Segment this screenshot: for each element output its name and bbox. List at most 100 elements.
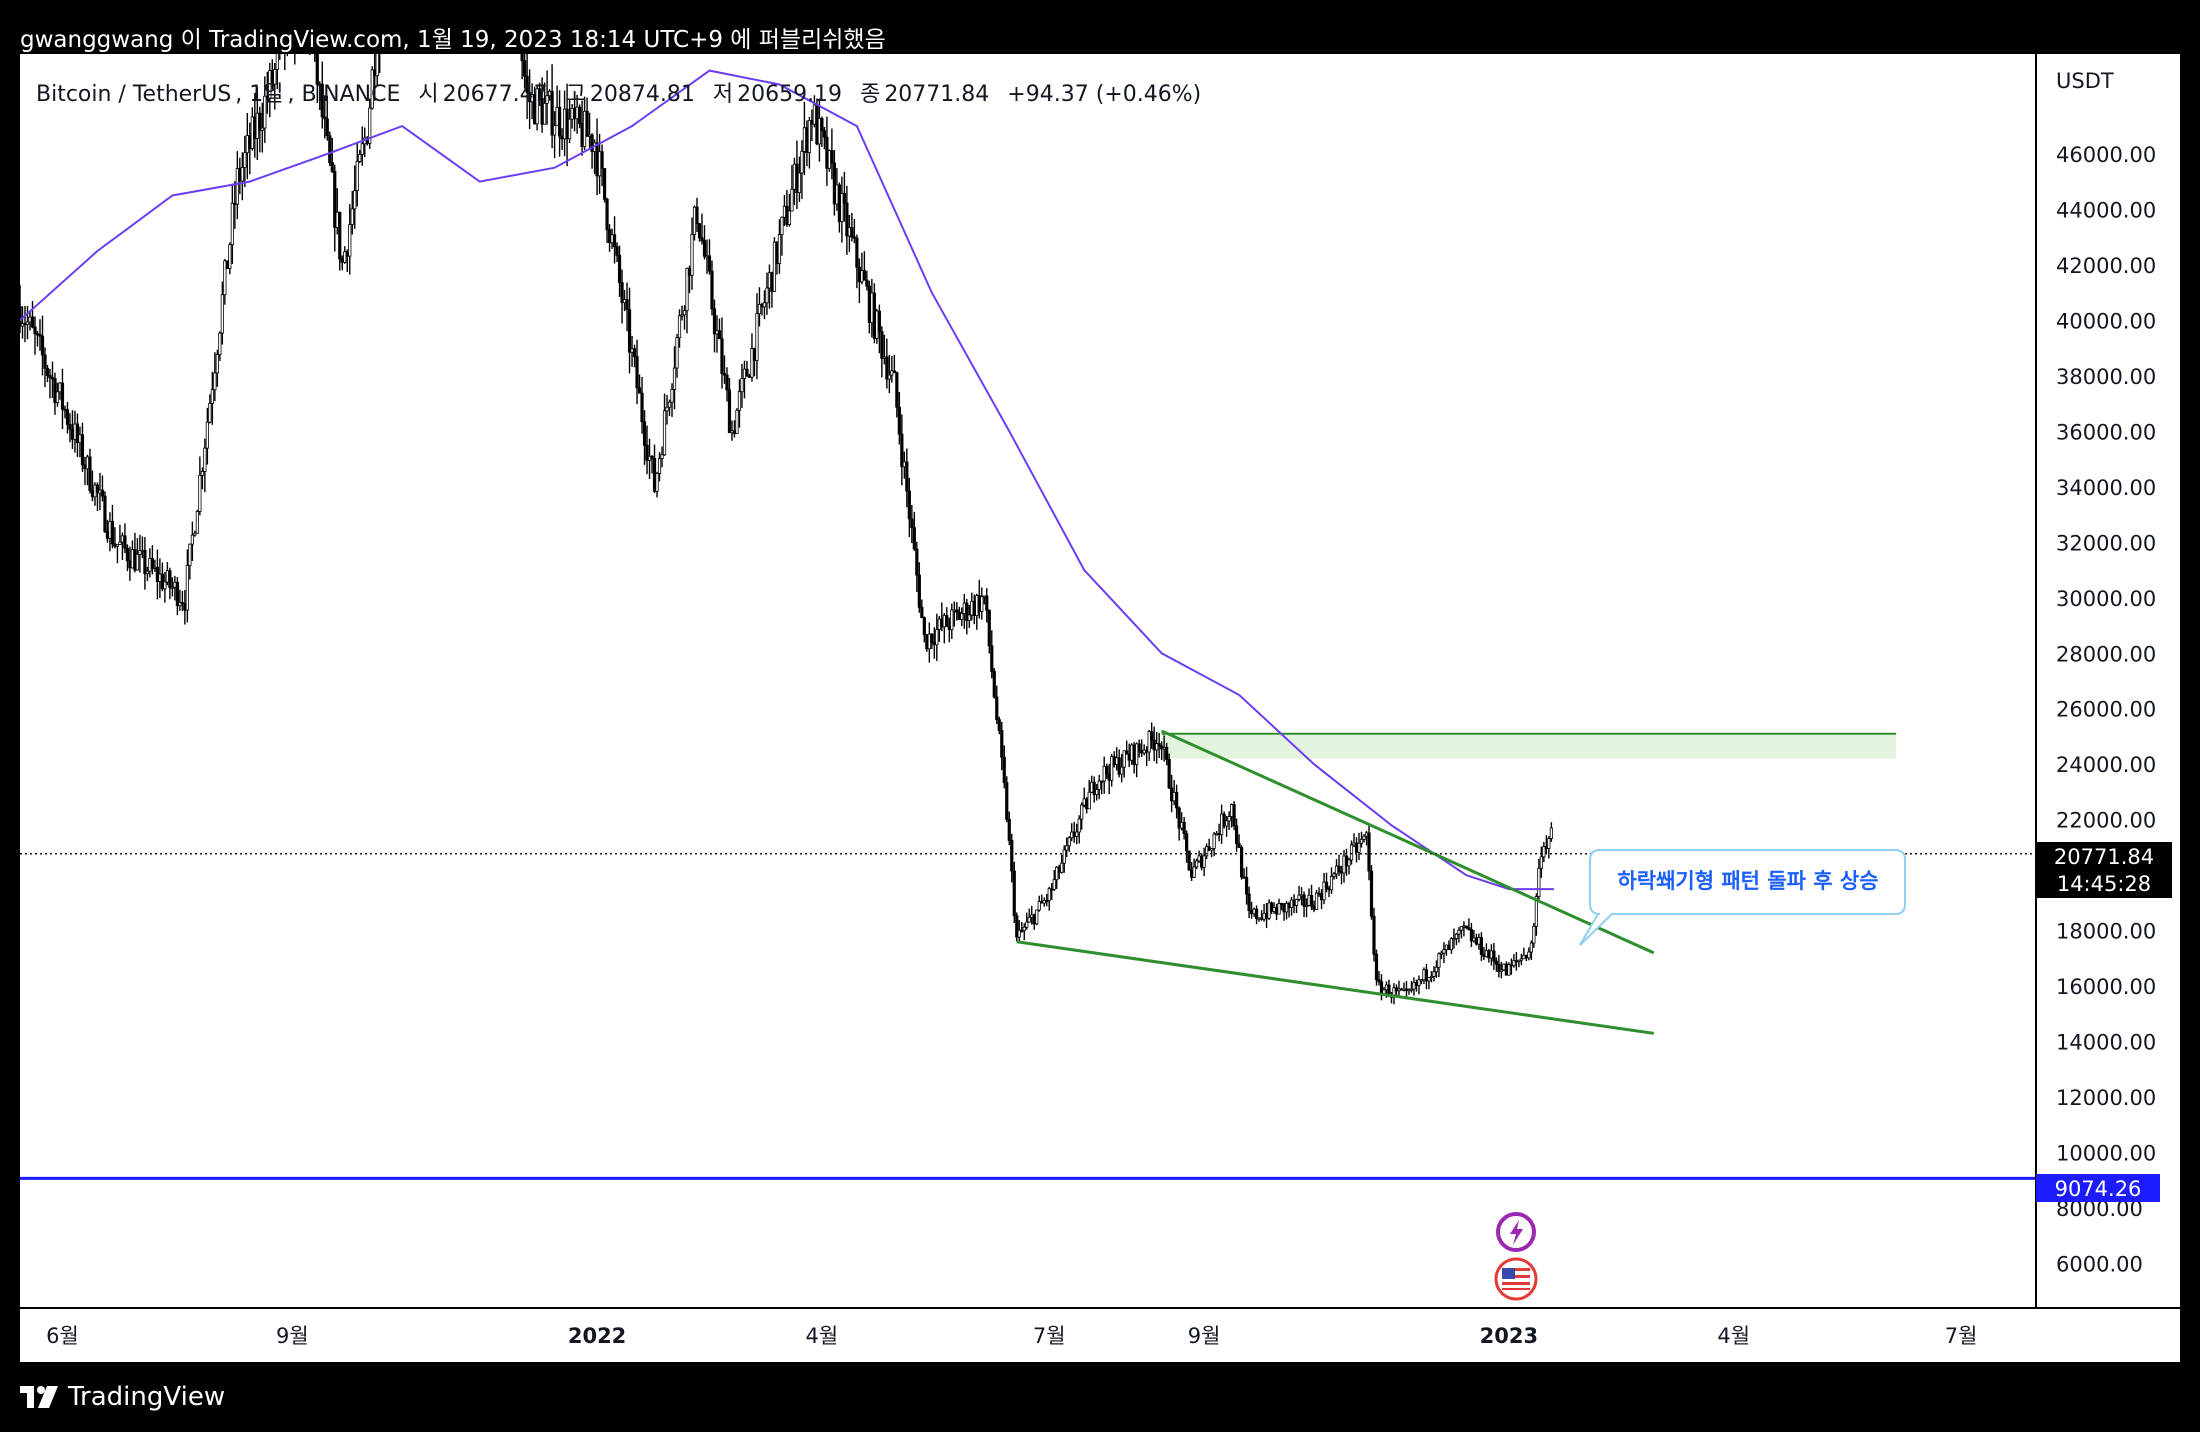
candle — [647, 438, 652, 480]
candle — [1040, 894, 1044, 904]
candle — [65, 401, 70, 434]
candle — [817, 98, 822, 162]
candle — [1247, 886, 1251, 919]
us-flag-icon[interactable] — [1494, 1257, 1538, 1301]
candle — [827, 149, 831, 172]
candle — [1264, 902, 1269, 929]
candle — [787, 193, 792, 227]
candle — [365, 136, 369, 146]
candle — [1432, 966, 1436, 982]
candle — [720, 317, 724, 389]
candle — [592, 139, 597, 175]
candle — [1292, 894, 1296, 914]
candle — [1499, 961, 1503, 979]
callout-annotation[interactable]: 하락쐐기형 패턴 돌파 후 상승 — [1579, 849, 1906, 946]
candle — [113, 527, 117, 549]
candle — [1509, 958, 1513, 975]
price-tick-label: 30000.00 — [2056, 587, 2156, 611]
candle — [1060, 854, 1064, 874]
candle — [153, 559, 157, 572]
candle — [830, 128, 834, 180]
candle — [915, 541, 919, 593]
candle — [925, 634, 929, 652]
time-tick-label: 4월 — [806, 1324, 839, 1348]
candle — [770, 271, 774, 308]
candle — [1374, 949, 1379, 986]
lightning-icon[interactable] — [1496, 1212, 1536, 1252]
candle — [580, 100, 584, 156]
candle — [1327, 885, 1331, 898]
candle — [900, 414, 904, 486]
candle — [1279, 902, 1284, 911]
candle — [55, 382, 60, 407]
price-tick-label: 34000.00 — [2056, 476, 2156, 500]
candle — [705, 239, 709, 274]
candle — [870, 279, 874, 338]
candle — [992, 668, 996, 699]
candle — [258, 106, 262, 153]
candle — [1484, 943, 1489, 958]
candle — [75, 413, 80, 457]
candle — [560, 128, 564, 151]
chart-frame[interactable] — [20, 54, 2180, 1362]
candle — [363, 127, 367, 158]
candle — [1190, 861, 1194, 881]
candle — [942, 612, 946, 644]
candle — [820, 116, 824, 148]
candle — [281, 32, 283, 45]
candle — [1359, 831, 1364, 848]
candle — [1299, 887, 1304, 906]
tradingview-logo[interactable]: TradingView — [20, 1382, 225, 1412]
candle — [682, 305, 687, 330]
price-tick-label: 16000.00 — [2056, 975, 2156, 999]
candle — [348, 204, 352, 275]
candle — [110, 504, 115, 549]
candle — [615, 242, 619, 263]
candle — [1087, 779, 1091, 810]
candle — [150, 545, 155, 575]
candle — [1369, 865, 1374, 920]
time-tick-label: 2022 — [568, 1324, 626, 1348]
candle — [1399, 987, 1404, 991]
candle — [952, 601, 956, 627]
candle — [1070, 823, 1074, 842]
candle — [230, 183, 234, 265]
candle — [370, 66, 374, 110]
candle — [138, 534, 142, 573]
candle — [602, 168, 607, 203]
candle — [660, 446, 664, 468]
symbol-name[interactable]: Bitcoin / TetherUS — [36, 82, 232, 107]
candle — [73, 410, 77, 453]
candle — [962, 593, 966, 629]
candle — [1047, 886, 1051, 911]
candle — [384, 0, 386, 3]
candle — [516, 0, 518, 33]
candle — [835, 168, 839, 211]
wedge-upper-trendline[interactable] — [1161, 729, 1655, 955]
candle — [1322, 872, 1326, 905]
candle — [353, 165, 357, 229]
candle — [43, 347, 47, 388]
candle — [358, 149, 362, 164]
wedge-lower-trendline[interactable] — [1016, 940, 1654, 1035]
candle — [1015, 912, 1019, 942]
high-label: 고 — [565, 82, 586, 107]
candle — [545, 70, 549, 125]
candle — [707, 239, 712, 275]
candle — [1215, 830, 1219, 836]
candle — [1130, 743, 1134, 765]
candle — [175, 577, 179, 616]
price-tick-label: 40000.00 — [2056, 309, 2156, 333]
resistance-zone[interactable] — [1161, 733, 1897, 759]
candle — [1007, 811, 1011, 846]
last-price-badge: 20771.84 14:45:28 — [2036, 842, 2172, 898]
candle — [777, 219, 782, 274]
publish-header: gwanggwang 이 TradingView.com, 1월 19, 202… — [0, 0, 2200, 54]
candle — [311, 13, 313, 44]
candle — [1539, 846, 1543, 878]
candle — [1005, 776, 1009, 823]
candle — [1487, 948, 1491, 963]
price-tick-label: 42000.00 — [2056, 254, 2156, 278]
candle — [577, 104, 582, 129]
